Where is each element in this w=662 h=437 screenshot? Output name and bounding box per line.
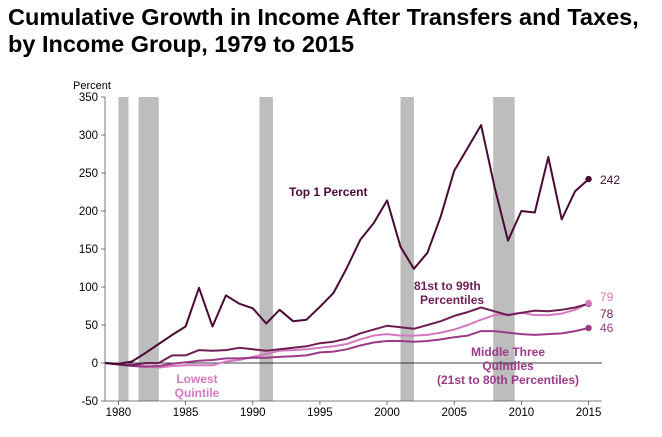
x-tick-label: 2015 bbox=[576, 407, 602, 419]
y-tick-label: 100 bbox=[79, 282, 98, 294]
endpoint-label-3: 46 bbox=[600, 321, 614, 335]
annotation-middle-line3: (21st to 80th Percentiles) bbox=[437, 373, 579, 387]
endpoint-marker-1 bbox=[585, 175, 592, 183]
ticks: -50 0 50 100 150 200 250 300 350 1980 1985 1990 1995… bbox=[79, 92, 602, 419]
x-tick-label: 1990 bbox=[240, 407, 266, 419]
endpoint-marker-4 bbox=[585, 299, 592, 307]
annotation-middle-line1: Middle Three bbox=[471, 345, 545, 359]
annotation-lowest-line2: Quintile bbox=[175, 386, 220, 400]
y-tick-label: 0 bbox=[92, 358, 98, 370]
chart-title: Cumulative Growth in Income After Transf… bbox=[8, 4, 639, 57]
endpoint-label-1: 242 bbox=[600, 173, 620, 187]
x-tick-label: 1985 bbox=[173, 407, 199, 419]
annotations: Top 1 Percent 81st to 99th Percentiles M… bbox=[175, 185, 579, 400]
recession-band-3 bbox=[259, 97, 273, 401]
x-tick-label: 1980 bbox=[106, 407, 132, 419]
y-tick-label: 150 bbox=[79, 244, 98, 256]
annotation-81st-99th-line1: 81st to 99th bbox=[414, 279, 481, 293]
endpoint-label-4: 79 bbox=[600, 290, 614, 304]
recession-band-4 bbox=[400, 97, 414, 401]
series-line-3 bbox=[104, 327, 589, 368]
y-tick-label: 50 bbox=[85, 320, 98, 332]
recession-band-1 bbox=[118, 97, 129, 401]
series-line-1 bbox=[104, 124, 590, 365]
series-line-2 bbox=[104, 302, 589, 367]
series-lines bbox=[104, 124, 590, 369]
annotation-81st-99th-line2: Percentiles bbox=[420, 293, 484, 307]
y-tick-label: 350 bbox=[79, 92, 98, 104]
x-tick-label: 1995 bbox=[307, 407, 333, 419]
y-tick-label: 200 bbox=[79, 206, 98, 218]
endpoint-marker-3 bbox=[585, 324, 592, 332]
endpoint-label-2: 78 bbox=[600, 307, 614, 321]
annotation-top-1-percent: Top 1 Percent bbox=[289, 185, 367, 199]
x-tick-label: 2005 bbox=[441, 407, 467, 419]
annotation-lowest-line1: Lowest bbox=[176, 372, 217, 386]
y-tick-label: 300 bbox=[79, 130, 98, 142]
recession-bands bbox=[118, 97, 515, 401]
x-tick-label: 2000 bbox=[374, 407, 400, 419]
recession-band-2 bbox=[138, 97, 159, 401]
annotation-middle-line2: Quintiles bbox=[482, 359, 534, 373]
y-tick-label: -50 bbox=[81, 396, 98, 408]
y-axis-label: Percent bbox=[73, 80, 111, 92]
recession-band-5 bbox=[493, 97, 515, 401]
y-tick-label: 250 bbox=[79, 168, 98, 180]
x-tick-label: 2010 bbox=[509, 407, 535, 419]
